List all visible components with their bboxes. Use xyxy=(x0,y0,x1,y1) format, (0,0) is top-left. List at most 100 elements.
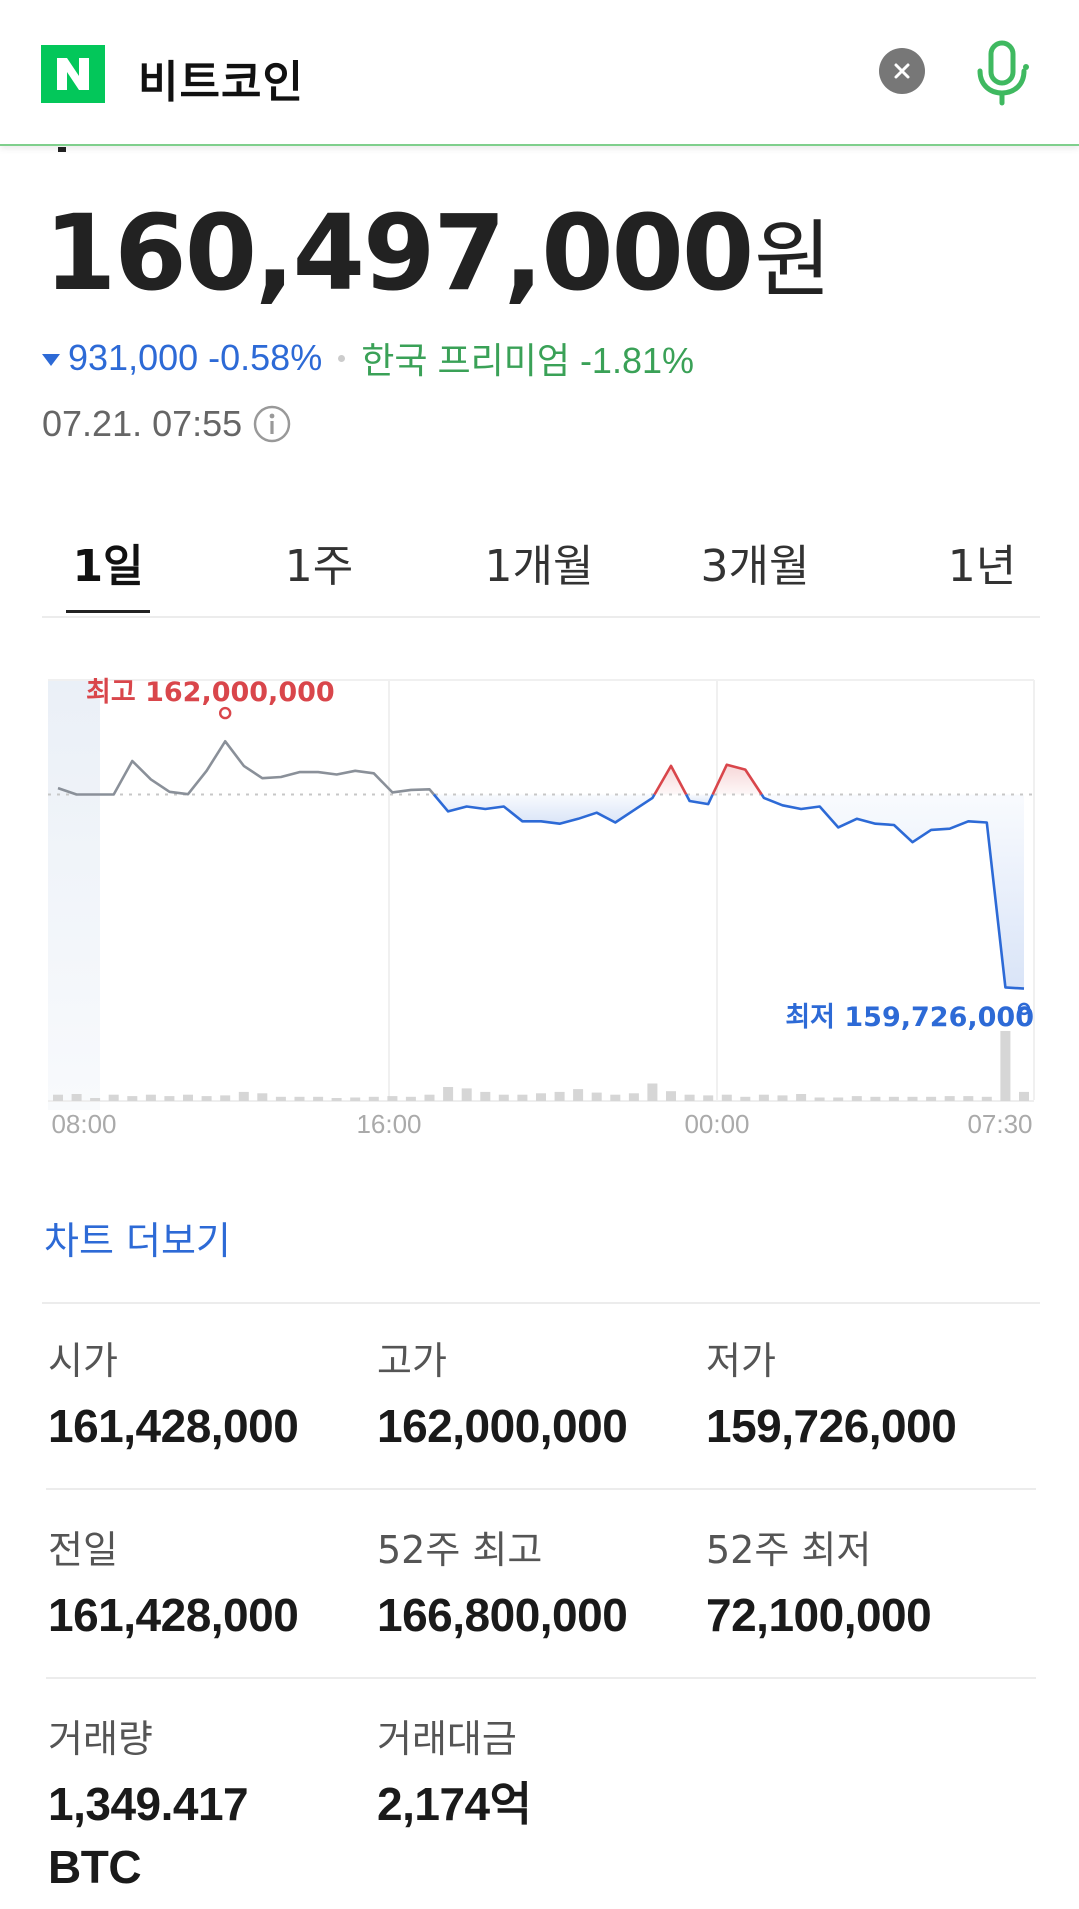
search-header: 비트코인 xyxy=(0,0,1079,146)
tab-1day[interactable]: 1일 xyxy=(72,541,144,592)
stat-label: 저가 xyxy=(706,1339,776,1383)
tab-1month[interactable]: 1개월 xyxy=(484,541,594,592)
stat-label: 시가 xyxy=(48,1339,118,1383)
high-label: 최고 162,000,000 xyxy=(86,677,335,708)
stat-value: 159,726,000 xyxy=(706,1400,957,1452)
stat-value: 161,428,000 xyxy=(48,1400,299,1452)
volume-bar xyxy=(387,1096,398,1101)
stat-label: 52주 최저 xyxy=(706,1528,872,1572)
low-label: 최저 159,726,000 xyxy=(785,1002,1034,1033)
volume-bar xyxy=(275,1096,286,1101)
stat-value: 1,349.417 BTC xyxy=(48,1778,249,1894)
volume-bar xyxy=(90,1098,101,1101)
korea-premium: 한국 프리미엄 -1.81% xyxy=(361,340,695,381)
volume-bar xyxy=(888,1096,899,1101)
price-line-up xyxy=(653,764,688,796)
stat-value: 162,000,000 xyxy=(377,1400,628,1452)
volume-bar xyxy=(591,1092,602,1101)
volume-bar xyxy=(666,1091,676,1101)
volume-bar xyxy=(814,1097,825,1101)
price-unit: 원 xyxy=(754,211,832,309)
stat-low: 저가 159,726,000 xyxy=(706,1330,957,1458)
volume-bar xyxy=(1019,1091,1029,1101)
area-below-baseline xyxy=(433,794,655,824)
naver-logo-icon[interactable] xyxy=(41,45,105,103)
volume-bar xyxy=(294,1096,305,1101)
volume-bar xyxy=(610,1094,621,1101)
volume-bar xyxy=(201,1096,212,1101)
volume-bar xyxy=(517,1094,528,1101)
microphone-icon xyxy=(977,40,1029,106)
stat-value: 166,800,000 xyxy=(377,1589,628,1641)
volume-bar xyxy=(368,1096,379,1101)
volume-bar xyxy=(554,1091,565,1101)
stats-divider xyxy=(46,1677,1036,1679)
volume-bar xyxy=(981,1096,992,1101)
volume-bar xyxy=(740,1096,751,1101)
stat-52w-low: 52주 최저 72,100,000 xyxy=(706,1519,932,1647)
stats-divider xyxy=(46,1488,1036,1490)
stat-label: 전일 xyxy=(48,1528,118,1572)
voice-search-button[interactable] xyxy=(970,36,1034,108)
volume-bar xyxy=(424,1094,435,1101)
volume-bar xyxy=(443,1087,454,1101)
price-line-up xyxy=(711,763,763,796)
tab-3month[interactable]: 3개월 xyxy=(700,541,810,592)
volume-bar xyxy=(796,1094,807,1101)
chart-frame xyxy=(48,679,1035,1110)
stat-label: 52주 최고 xyxy=(377,1528,543,1572)
price-chart[interactable]: 최고 162,000,000 최저 159,726,000 08:00 16:00 00… xyxy=(0,660,1079,1150)
price-line-down xyxy=(685,793,714,806)
volume-bar xyxy=(851,1096,862,1101)
volume-bar xyxy=(313,1096,324,1101)
clipped-heading xyxy=(58,138,208,152)
volume-bar xyxy=(944,1096,955,1101)
volume-bar xyxy=(71,1094,82,1101)
area-below-baseline xyxy=(686,794,713,805)
timestamp: 07.21. 07:55 xyxy=(42,403,243,444)
volume-bar xyxy=(145,1094,156,1101)
period-tabs: 1일 1주 1개월 3개월 1년 xyxy=(42,520,1040,618)
price-line-neutral xyxy=(57,740,435,796)
search-query[interactable]: 비트코인 xyxy=(138,57,304,108)
volume-bar xyxy=(220,1095,231,1101)
volume-bar xyxy=(480,1091,491,1101)
stat-value: 161,428,000 xyxy=(48,1589,299,1641)
volume-bar xyxy=(331,1098,342,1101)
area-above-baseline xyxy=(654,765,687,795)
price-value: 160,497,000 xyxy=(44,192,754,314)
stat-label: 거래량 xyxy=(48,1717,153,1761)
volume-bar xyxy=(833,1097,844,1101)
clear-search-button[interactable] xyxy=(879,48,925,94)
close-icon xyxy=(894,63,910,79)
volume-bar xyxy=(498,1094,509,1101)
x-tick-label: 00:00 xyxy=(684,1109,749,1139)
stat-label: 고가 xyxy=(377,1339,447,1383)
volume-bar xyxy=(536,1093,546,1101)
stat-label: 거래대금 xyxy=(377,1717,517,1761)
volume-bar xyxy=(758,1094,769,1101)
price-change-row: 931,000 -0.58% 한국 프리미엄 -1.81% xyxy=(42,332,694,384)
stat-prev-close: 전일 161,428,000 xyxy=(48,1519,299,1647)
volume-bar xyxy=(350,1097,361,1101)
stats-divider-top xyxy=(42,1302,1040,1304)
down-arrow-icon xyxy=(42,354,60,366)
current-price: 160,497,000원 xyxy=(44,192,832,314)
volume-bar xyxy=(461,1088,472,1101)
tab-1year[interactable]: 1년 xyxy=(947,541,1017,592)
n-letter-icon xyxy=(57,58,89,90)
stat-high: 고가 162,000,000 xyxy=(377,1330,628,1458)
volume-bar xyxy=(164,1096,175,1101)
volume-bar xyxy=(573,1089,584,1101)
stat-open: 시가 161,428,000 xyxy=(48,1330,299,1458)
more-chart-link[interactable]: 차트 더보기 xyxy=(44,1219,231,1263)
price-chart-svg: 최고 162,000,000 최저 159,726,000 08:00 16:00 00… xyxy=(48,677,1035,1139)
volume-bar xyxy=(647,1083,658,1101)
area-below-baseline xyxy=(761,794,1024,989)
volume-bar xyxy=(257,1093,268,1101)
x-tick-label: 08:00 xyxy=(51,1109,116,1139)
tab-1week[interactable]: 1주 xyxy=(284,541,354,592)
info-icon[interactable] xyxy=(252,404,292,444)
volume-bar xyxy=(684,1094,695,1101)
area-above-baseline xyxy=(712,764,762,795)
